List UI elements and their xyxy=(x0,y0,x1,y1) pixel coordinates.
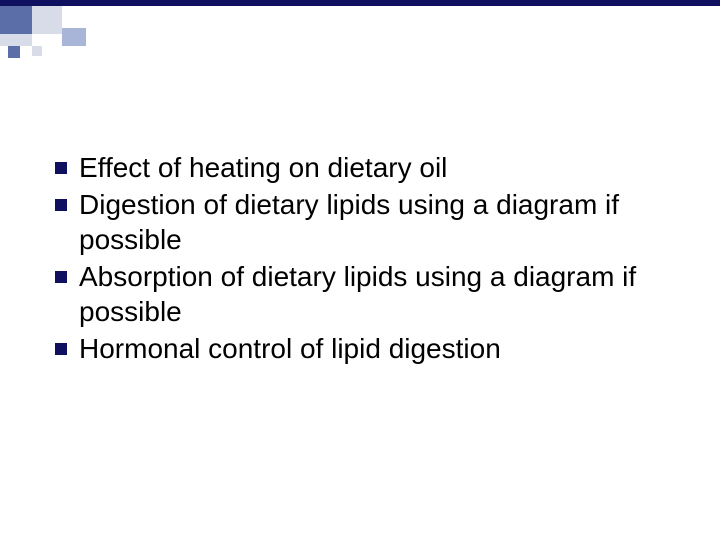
corner-decoration xyxy=(0,0,120,70)
bullet-square-icon xyxy=(55,271,67,283)
bullet-square-icon xyxy=(55,199,67,211)
bullet-list: Effect of heating on dietary oil Digesti… xyxy=(55,150,665,366)
bullet-square-icon xyxy=(55,162,67,174)
deco-square xyxy=(62,28,86,46)
list-item: Hormonal control of lipid digestion xyxy=(55,331,665,366)
bullet-text: Effect of heating on dietary oil xyxy=(79,150,447,185)
list-item: Effect of heating on dietary oil xyxy=(55,150,665,185)
bullet-text: Hormonal control of lipid digestion xyxy=(79,331,501,366)
bullet-text: Absorption of dietary lipids using a dia… xyxy=(79,259,665,329)
deco-square xyxy=(32,46,42,56)
list-item: Digestion of dietary lipids using a diag… xyxy=(55,187,665,257)
deco-square xyxy=(32,6,62,34)
list-item: Absorption of dietary lipids using a dia… xyxy=(55,259,665,329)
deco-square xyxy=(32,34,62,46)
bullet-text: Digestion of dietary lipids using a diag… xyxy=(79,187,665,257)
bullet-square-icon xyxy=(55,343,67,355)
deco-square xyxy=(62,6,86,28)
deco-square xyxy=(0,6,32,34)
slide-content: Effect of heating on dietary oil Digesti… xyxy=(55,150,665,368)
deco-square xyxy=(0,34,32,46)
deco-square xyxy=(8,46,20,58)
